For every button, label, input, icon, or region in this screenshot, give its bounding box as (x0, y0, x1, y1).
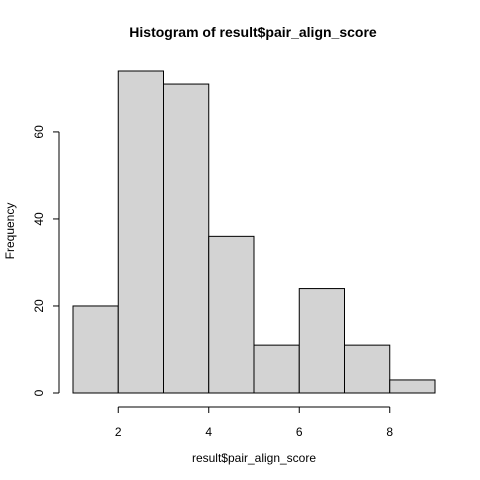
bars-group (72, 70, 436, 394)
x-tick-label-8: 8 (386, 425, 393, 439)
histogram-bar-5 (298, 288, 345, 394)
y-axis-label: Frequency (3, 203, 17, 260)
histogram-bar-7 (389, 379, 436, 394)
histogram-bar-3 (208, 235, 255, 394)
histogram-bar-0 (72, 305, 119, 394)
histogram-bar-4 (253, 344, 300, 394)
x-tick-label-4: 4 (205, 425, 212, 439)
y-tick-label-20: 20 (32, 299, 46, 313)
x-axis: 2 4 6 8 (115, 406, 393, 439)
y-tick-label-0: 0 (32, 389, 46, 396)
y-tick-label-40: 40 (32, 212, 46, 226)
histogram-bar-2 (163, 83, 210, 394)
y-tick-label-60: 60 (32, 125, 46, 139)
x-tick-label-6: 6 (296, 425, 303, 439)
x-axis-label: result$pair_align_score (192, 451, 316, 465)
histogram-bar-6 (344, 344, 391, 394)
histogram-bar-1 (117, 70, 164, 394)
chart-title: Histogram of result$pair_align_score (129, 24, 377, 40)
y-axis: 0 20 40 60 (32, 125, 60, 396)
x-tick-label-2: 2 (115, 425, 122, 439)
